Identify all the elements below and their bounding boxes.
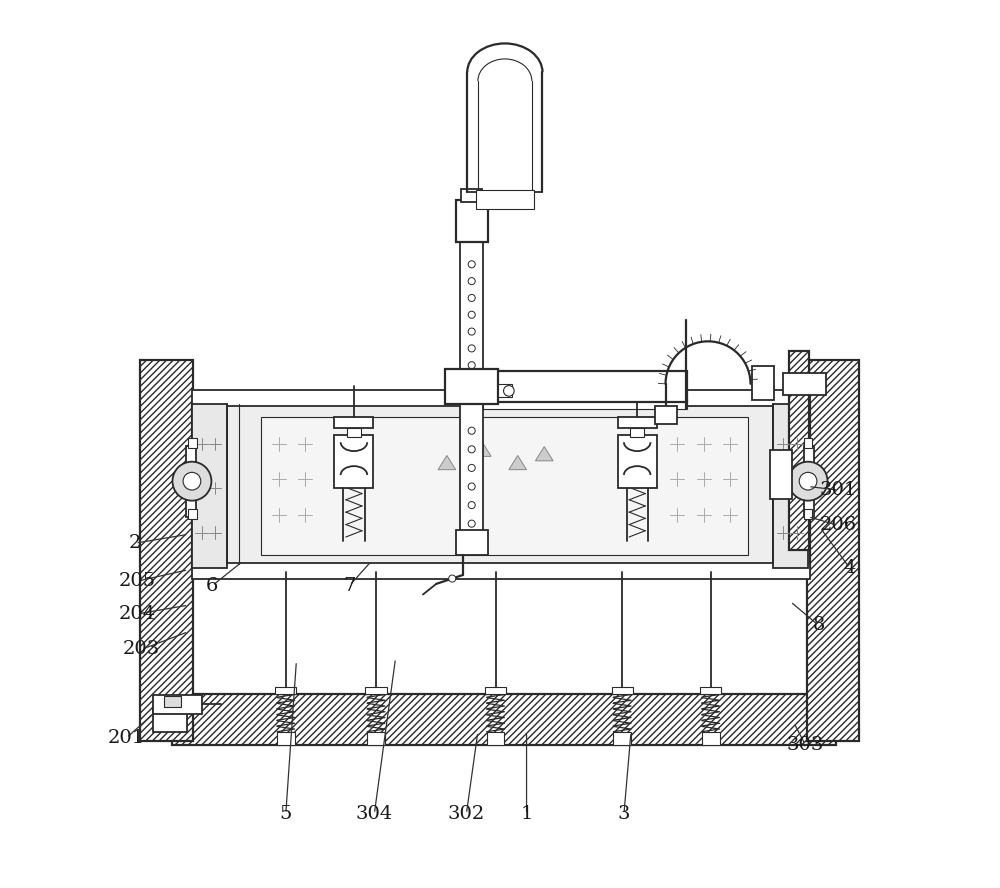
- Bar: [461, 189, 482, 202]
- Bar: [334, 435, 373, 488]
- Circle shape: [172, 462, 211, 501]
- Circle shape: [449, 575, 456, 583]
- Circle shape: [799, 472, 817, 490]
- Circle shape: [468, 295, 475, 302]
- Bar: [485, 686, 506, 694]
- Bar: [153, 707, 187, 732]
- Bar: [773, 404, 808, 568]
- Text: 2: 2: [129, 535, 141, 552]
- Bar: [804, 438, 812, 448]
- Text: 304: 304: [356, 805, 393, 823]
- Text: 5: 5: [280, 805, 292, 823]
- Bar: [275, 686, 296, 694]
- Circle shape: [468, 446, 475, 453]
- Bar: [192, 404, 227, 568]
- Text: 301: 301: [820, 481, 857, 499]
- Circle shape: [504, 385, 514, 396]
- Bar: [261, 417, 748, 555]
- Text: 303: 303: [787, 736, 824, 754]
- Bar: [483, 370, 687, 401]
- Bar: [807, 360, 859, 741]
- Bar: [140, 360, 193, 741]
- Bar: [172, 694, 836, 745]
- Bar: [456, 200, 488, 242]
- Polygon shape: [473, 442, 491, 456]
- Bar: [702, 732, 720, 745]
- Text: 7: 7: [343, 576, 356, 595]
- Text: 205: 205: [118, 572, 156, 591]
- Text: 3: 3: [618, 805, 630, 823]
- Bar: [483, 398, 687, 408]
- Circle shape: [183, 472, 201, 490]
- Bar: [460, 241, 483, 395]
- Text: 4: 4: [843, 559, 856, 577]
- Bar: [804, 446, 814, 517]
- Bar: [192, 390, 810, 406]
- Bar: [487, 732, 504, 745]
- Circle shape: [468, 520, 475, 527]
- Bar: [498, 384, 512, 397]
- Bar: [188, 509, 197, 519]
- Bar: [770, 450, 792, 499]
- Bar: [630, 428, 644, 437]
- Circle shape: [468, 464, 475, 472]
- Bar: [612, 686, 633, 694]
- Circle shape: [468, 261, 475, 268]
- Bar: [783, 373, 826, 395]
- Text: 302: 302: [448, 805, 485, 823]
- Bar: [188, 438, 197, 448]
- Circle shape: [468, 427, 475, 434]
- Bar: [618, 435, 657, 488]
- Circle shape: [468, 345, 475, 352]
- Bar: [277, 732, 295, 745]
- Circle shape: [468, 502, 475, 509]
- Circle shape: [468, 483, 475, 490]
- Bar: [613, 732, 631, 745]
- Bar: [655, 406, 677, 424]
- Text: 6: 6: [206, 576, 218, 595]
- Bar: [192, 404, 810, 568]
- Bar: [476, 190, 534, 210]
- Bar: [804, 509, 812, 519]
- Circle shape: [468, 361, 475, 369]
- Text: 8: 8: [812, 616, 825, 634]
- Bar: [153, 694, 202, 714]
- Bar: [367, 732, 385, 745]
- Polygon shape: [438, 456, 456, 470]
- Bar: [752, 366, 774, 400]
- Circle shape: [789, 462, 828, 501]
- Bar: [186, 446, 196, 517]
- Circle shape: [468, 328, 475, 335]
- Polygon shape: [509, 456, 527, 470]
- Bar: [445, 369, 498, 404]
- Bar: [334, 417, 373, 428]
- Bar: [618, 417, 657, 428]
- Circle shape: [468, 378, 475, 385]
- Circle shape: [468, 311, 475, 318]
- Polygon shape: [535, 447, 553, 461]
- Text: 201: 201: [108, 729, 145, 747]
- Bar: [700, 686, 721, 694]
- Text: 206: 206: [820, 517, 857, 535]
- Bar: [456, 530, 488, 555]
- Text: 1: 1: [520, 805, 533, 823]
- Bar: [460, 401, 483, 533]
- Text: 203: 203: [123, 640, 160, 658]
- Bar: [192, 563, 810, 579]
- Bar: [164, 696, 181, 707]
- Bar: [365, 686, 387, 694]
- Circle shape: [468, 278, 475, 285]
- Bar: [789, 351, 809, 551]
- Text: 204: 204: [118, 605, 156, 623]
- Bar: [347, 428, 361, 437]
